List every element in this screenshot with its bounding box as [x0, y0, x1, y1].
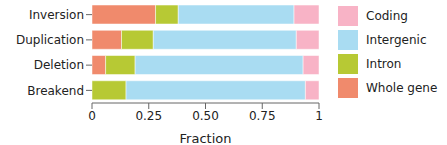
svg-text:0.75: 0.75 — [249, 109, 276, 123]
svg-text:0.25: 0.25 — [135, 109, 162, 123]
svg-text:1: 1 — [315, 109, 323, 123]
html-text:Whole gene: Whole gene — [366, 81, 438, 95]
svg-text:Duplication: Duplication — [16, 33, 84, 47]
svg-text:Fraction: Fraction — [180, 131, 232, 145]
svg-text:Inversion: Inversion — [29, 8, 84, 22]
html-text:Intron: Intron — [366, 57, 402, 71]
svg-text:0.50: 0.50 — [192, 109, 219, 123]
svg-text:0: 0 — [88, 109, 96, 123]
html-text:Coding: Coding — [366, 9, 408, 23]
svg-text:Deletion: Deletion — [34, 58, 84, 72]
svg-text:Breakend: Breakend — [27, 84, 84, 98]
html-text:Intergenic: Intergenic — [366, 33, 427, 47]
